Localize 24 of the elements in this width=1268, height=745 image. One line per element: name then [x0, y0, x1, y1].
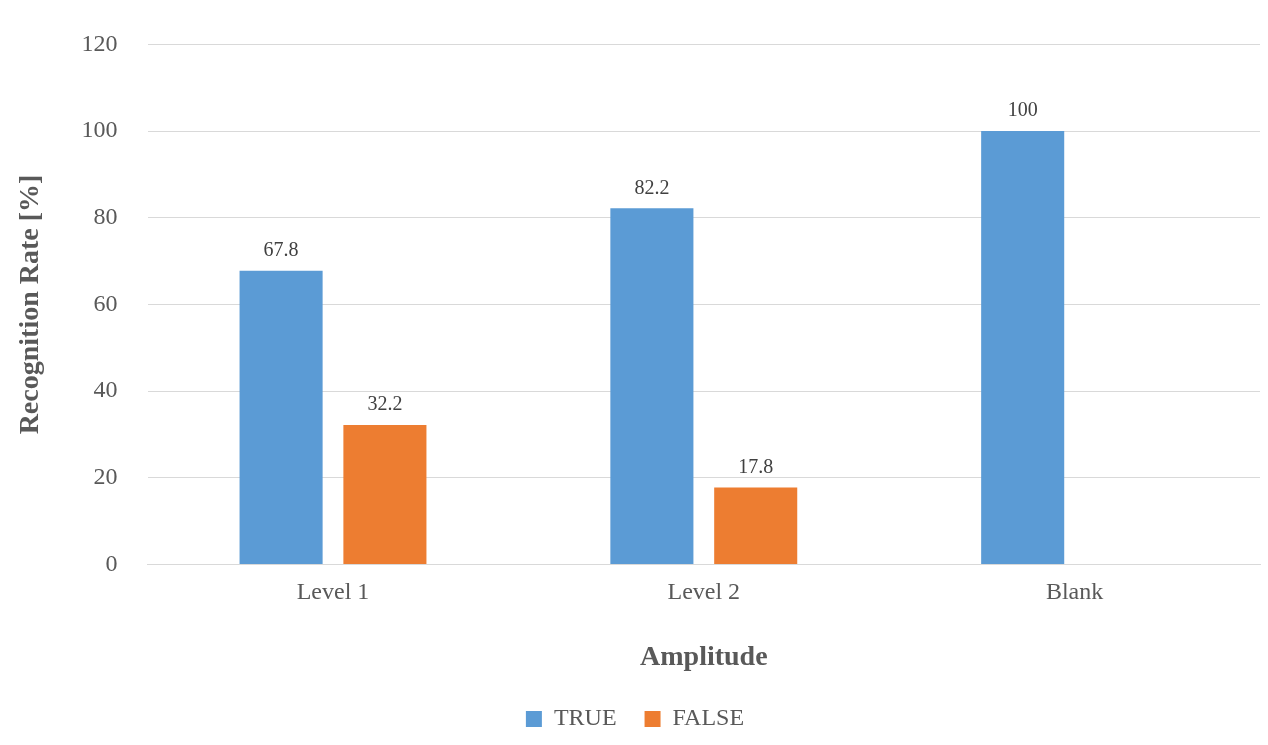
bar — [239, 270, 323, 565]
bar — [610, 208, 694, 565]
x-tick-label: Level 2 — [667, 578, 741, 605]
bar — [343, 425, 427, 565]
bar — [714, 487, 798, 565]
y-tick-label: 60 — [93, 289, 118, 316]
y-tick-label: 120 — [81, 29, 118, 56]
bar — [981, 131, 1065, 565]
y-tick-label: 100 — [81, 116, 118, 143]
data-label: 82.2 — [634, 175, 670, 198]
data-label: 67.8 — [263, 237, 299, 260]
y-tick-label: 0 — [105, 549, 118, 576]
y-tick-label: 40 — [93, 376, 118, 403]
y-tick-label: 20 — [93, 463, 118, 490]
x-tick-label: Blank — [1045, 578, 1104, 605]
y-axis-title: Recognition Rate [%] — [13, 174, 45, 435]
data-label: 17.8 — [738, 454, 774, 477]
x-tick-label: Level 1 — [296, 578, 370, 605]
y-tick-label: 80 — [93, 203, 118, 230]
x-axis-title: Amplitude — [640, 640, 768, 672]
legend-label: TRUE — [553, 704, 617, 731]
data-label: 100 — [1007, 98, 1038, 121]
data-label: 32.2 — [367, 392, 403, 415]
legend-label: FALSE — [672, 704, 745, 731]
